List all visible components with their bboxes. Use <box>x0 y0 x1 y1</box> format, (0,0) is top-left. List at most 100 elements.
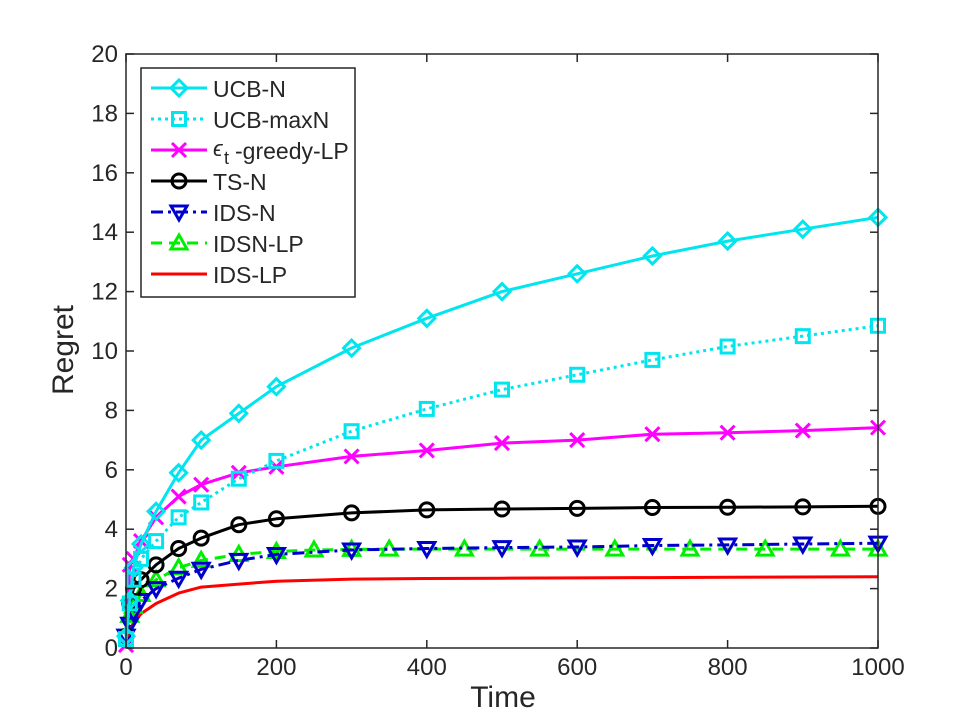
data-point-ucb-n <box>416 308 437 329</box>
x-tick-label: 400 <box>407 654 447 681</box>
data-point-epsilon-t-greedy-lp <box>719 424 736 441</box>
series-line-ucb-maxn <box>124 324 879 640</box>
data-point-idsn-lp <box>754 538 776 557</box>
data-point-ids-n <box>265 546 287 566</box>
legend-label: IDSN-LP <box>213 231 304 257</box>
data-point-ucb-maxn <box>268 452 285 469</box>
data-point-ucb-n <box>168 462 189 483</box>
y-tick-label: 2 <box>105 576 118 603</box>
data-point-ts-n <box>230 516 248 534</box>
data-point-ucb-n <box>567 263 588 284</box>
legend-marker-ucb-maxn <box>171 111 187 127</box>
data-point-ids-n <box>341 542 363 562</box>
legend-entry-ts-n: TS-N <box>151 169 267 195</box>
data-point-ucb-n <box>341 337 362 359</box>
data-point-ucb-n <box>119 590 140 611</box>
data-point-ucb-n <box>130 533 152 555</box>
data-point-idsn-lp <box>145 568 167 588</box>
legend-marker-ucb-n <box>168 77 190 99</box>
legend-entry-ids-n: IDS-N <box>151 200 276 226</box>
legend-marker-ts-n <box>170 172 188 190</box>
data-point-ts-n <box>493 500 511 518</box>
x-tick-label: 0 <box>119 654 132 681</box>
x-tick-label: 600 <box>557 654 597 681</box>
series-line-idsn-lp <box>124 547 878 634</box>
data-point-ucb-n <box>123 557 144 578</box>
data-point-ucb-n <box>228 403 249 424</box>
data-point-ts-n <box>170 540 188 558</box>
data-point-ucb-maxn <box>343 423 360 440</box>
y-tick-label: 0 <box>105 635 118 662</box>
data-point-epsilon-t-greedy-lp <box>343 448 360 465</box>
legend-label: UCB-N <box>213 76 286 102</box>
legend-symbol: ϵ <box>213 136 224 161</box>
series-layer <box>115 207 889 654</box>
legend-marker-ids-n <box>168 204 190 224</box>
legend-marker-idsn-lp <box>168 231 190 251</box>
x-tick-label: 200 <box>256 654 296 681</box>
data-point-ucb-n <box>792 219 813 240</box>
y-tick-label: 6 <box>105 457 118 484</box>
data-point-ids-n <box>145 581 167 600</box>
data-point-ids-n <box>416 541 438 560</box>
legend-label: UCB-maxN <box>213 107 329 133</box>
legend-subscript: t <box>224 148 229 168</box>
data-point-ucb-maxn <box>569 366 586 383</box>
legend-marker-epsilon-t-greedy-lp <box>170 141 188 159</box>
data-point-epsilon-t-greedy-lp <box>493 435 511 452</box>
data-point-idsn-lp <box>168 556 190 576</box>
data-point-idsn-lp <box>190 549 212 568</box>
y-tick-label: 18 <box>91 100 118 127</box>
y-axis-label: Regret <box>47 304 80 395</box>
data-point-ts-n <box>719 498 737 516</box>
data-point-ts-n <box>147 556 165 574</box>
data-point-ts-n <box>192 529 210 547</box>
legend-entry-idsn-lp: IDSN-LP <box>151 231 304 257</box>
data-point-ucb-maxn <box>193 494 210 511</box>
data-point-ids-n <box>717 537 739 556</box>
data-point-idsn-lp <box>829 538 851 557</box>
y-tick-label: 12 <box>91 279 118 306</box>
data-point-idsn-lp <box>604 538 626 557</box>
legend: UCB-N UCB-maxN ϵ t -greedy-LP TS-N IDS-N IDSN-L… <box>140 67 356 298</box>
data-point-ucb-maxn <box>148 533 165 550</box>
x-tick-label: 1000 <box>851 654 904 681</box>
data-point-epsilon-t-greedy-lp <box>644 426 661 443</box>
data-point-ucb-n <box>717 230 738 252</box>
legend-entry-ids-lp: IDS-LP <box>151 262 287 288</box>
data-point-epsilon-t-greedy-lp <box>418 442 435 459</box>
data-point-ucb-maxn <box>644 351 661 368</box>
data-point-epsilon-t-greedy-lp <box>170 488 187 505</box>
data-point-epsilon-t-greedy-lp <box>193 476 210 493</box>
data-point-ucb-maxn <box>794 328 811 345</box>
data-point-ucb-n <box>191 429 212 451</box>
data-point-ucb-n <box>145 501 167 522</box>
data-point-ids-n <box>168 570 190 590</box>
data-point-ids-n <box>641 538 663 557</box>
y-tick-label: 4 <box>105 516 118 543</box>
data-point-ucb-maxn <box>719 338 736 355</box>
data-point-ts-n <box>568 499 586 517</box>
x-tick-label: 800 <box>708 654 748 681</box>
data-point-ts-n <box>794 498 812 516</box>
data-point-idsn-lp <box>265 540 287 559</box>
legend-label: IDS-N <box>213 200 276 226</box>
data-point-ucb-n <box>266 376 287 397</box>
data-point-ucb-maxn <box>230 470 247 487</box>
y-tick-label: 10 <box>91 338 118 365</box>
data-point-ucb-n <box>491 281 513 302</box>
data-point-ts-n <box>267 510 285 528</box>
y-tick-label: 14 <box>91 219 118 246</box>
data-point-ids-n <box>491 540 513 559</box>
data-point-ids-n <box>792 536 814 556</box>
data-point-epsilon-t-greedy-lp <box>794 422 811 439</box>
data-point-ids-n <box>190 561 212 581</box>
x-axis-label: Time <box>470 681 536 714</box>
data-point-ts-n <box>343 504 361 522</box>
legend-entry-ucb-maxn: UCB-maxN <box>151 107 329 133</box>
data-point-ucb-maxn <box>494 381 510 398</box>
data-point-epsilon-t-greedy-lp <box>569 432 586 449</box>
data-point-idsn-lp <box>679 538 701 557</box>
data-point-ts-n <box>643 499 661 517</box>
